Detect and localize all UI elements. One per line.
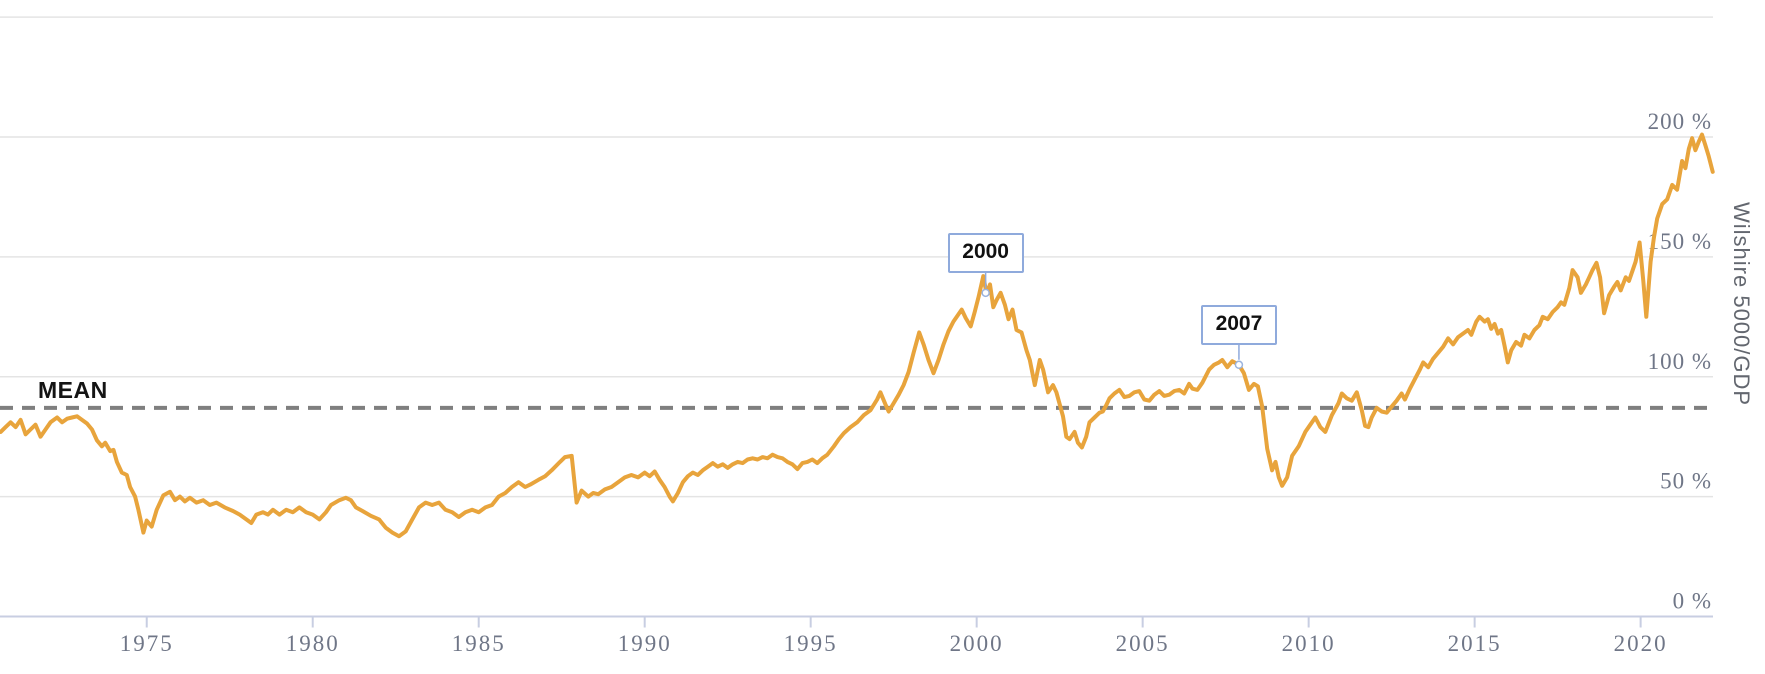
x-tick-label-1990: 1990 (618, 631, 672, 656)
x-tick-label-1985: 1985 (452, 631, 506, 656)
x-tick-label-2010: 2010 (1282, 631, 1336, 656)
annotation-box-2000[interactable]: 2000 (947, 232, 1024, 273)
y-tick-label-200: 200 % (1648, 109, 1712, 134)
y-axis-title: Wilshire 5000/GDP (1729, 202, 1754, 407)
x-tick-label-2020: 2020 (1614, 631, 1668, 656)
x-tick-label-2000: 2000 (950, 631, 1004, 656)
y-tick-label-150: 150 % (1648, 229, 1712, 254)
annotation-marker-dot (1234, 360, 1244, 370)
x-tick-label-1975: 1975 (120, 631, 174, 656)
x-tick-label-1980: 1980 (286, 631, 340, 656)
y-tick-label-0: 0 % (1673, 589, 1712, 614)
y-tick-label-100: 100 % (1648, 349, 1712, 374)
annotation-box-2007[interactable]: 2007 (1200, 304, 1277, 345)
series-line (0, 132, 1715, 539)
annotation-marker-dot (981, 288, 990, 298)
x-tick-label-2015: 2015 (1448, 631, 1502, 656)
y-tick-label-50: 50 % (1660, 469, 1712, 494)
x-tick-label-1995: 1995 (784, 631, 838, 656)
x-tick-label-2005: 2005 (1116, 631, 1170, 656)
mean-line-label: MEAN (38, 377, 108, 403)
